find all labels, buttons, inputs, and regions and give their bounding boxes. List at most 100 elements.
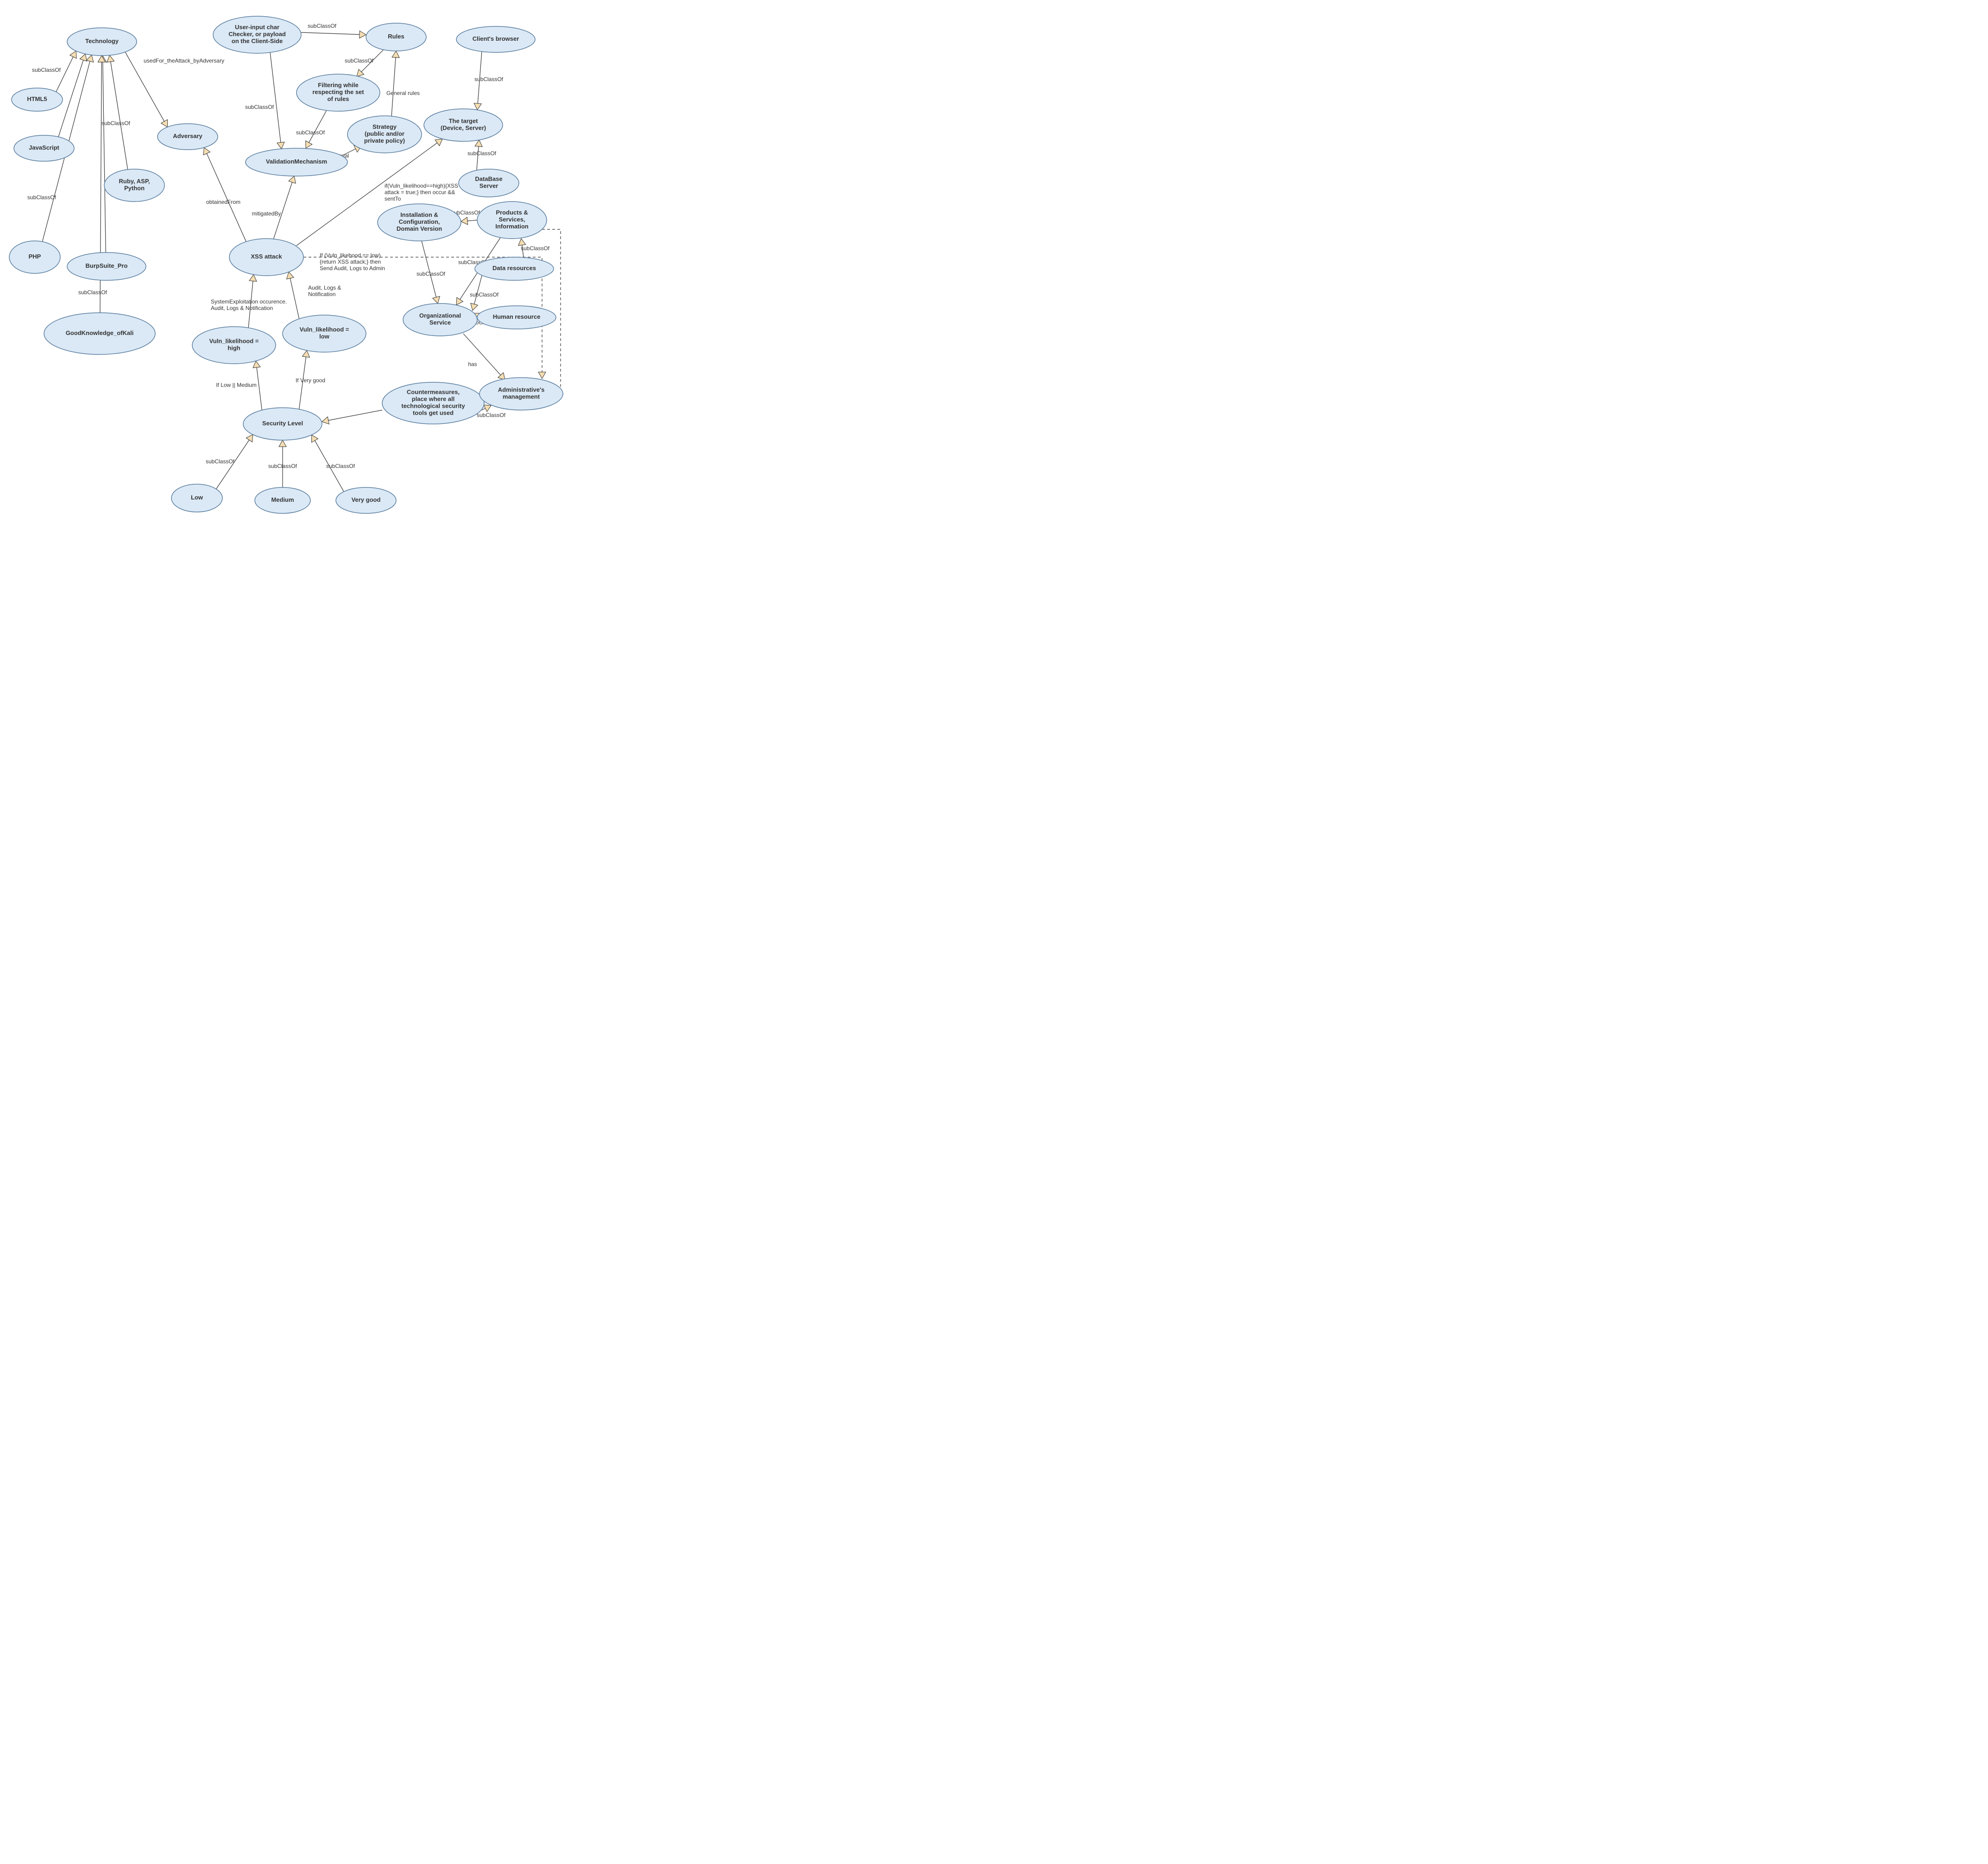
- node-label: Rules: [388, 33, 404, 40]
- edge-label: mitigatedBy: [252, 210, 281, 217]
- edge-label: subClassOf: [477, 412, 506, 418]
- node-php: PHP: [9, 241, 60, 273]
- arrowhead: [360, 31, 366, 38]
- node-verygood: Very good: [336, 487, 396, 513]
- node-javascript: JavaScript: [14, 135, 74, 161]
- node-installation: Installation &Configuration,Domain Versi…: [378, 204, 461, 241]
- arrowhead: [161, 120, 168, 127]
- edge-label: subClassOf: [32, 67, 61, 73]
- node-label: Administrative'smanagement: [498, 386, 545, 400]
- edge-label: subClassOf: [206, 458, 235, 465]
- node-products: Products &Services,Information: [477, 202, 547, 239]
- node-label: Products &Services,Information: [495, 209, 529, 230]
- edge-ruby-technology: [110, 55, 128, 170]
- edge-label: subClassOf: [245, 104, 274, 110]
- arrowhead: [471, 303, 478, 310]
- edge-xss-validation: [273, 176, 294, 240]
- edge-label: General rules: [386, 90, 420, 96]
- edge-xss-adversary: [204, 147, 246, 241]
- arrowhead: [461, 217, 468, 225]
- node-label: ValidationMechanism: [266, 158, 327, 165]
- arrowhead: [107, 55, 114, 62]
- node-label: Technology: [85, 38, 119, 44]
- arrowhead: [279, 440, 286, 447]
- node-seclevel: Security Level: [243, 408, 322, 440]
- node-filtering: Filtering whilerespecting the setof rule…: [297, 74, 380, 111]
- arrowhead: [312, 435, 318, 442]
- arrowhead: [306, 141, 312, 148]
- arrowhead: [80, 54, 87, 61]
- arrowhead: [435, 139, 442, 146]
- node-vulnlow: Vuln_likelihood =low: [283, 315, 366, 352]
- edge-label: subClassOf: [521, 245, 550, 252]
- arrowhead: [456, 297, 463, 305]
- node-label: Adversary: [173, 133, 202, 139]
- node-label: PHP: [29, 253, 41, 260]
- edge-label: has: [468, 361, 477, 367]
- nodes-layer: Technology HTML5 JavaScript PHP Ruby, ASP,Py…: [9, 16, 563, 513]
- edge-burpsuite-technology: [103, 56, 106, 253]
- edge-label: usedFor_theAttack_byAdversary: [144, 57, 224, 64]
- edge-label: subClassOf: [268, 463, 297, 469]
- arrowhead: [277, 142, 284, 149]
- node-label: Very good: [352, 496, 381, 503]
- edge-seclevel-vulnhigh: [256, 361, 262, 410]
- edge-label: subClassOf: [296, 129, 325, 136]
- node-label: Human resource: [493, 313, 541, 320]
- arrowhead: [474, 103, 481, 110]
- edge-label: subClassOf: [470, 291, 499, 298]
- arrowhead: [289, 176, 296, 183]
- edge-label: SystemExploitation occurence.Audit, Logs…: [211, 298, 287, 311]
- edge-label: Audit, Logs &Notification: [308, 284, 341, 297]
- edge-label: subClassOf: [467, 150, 497, 157]
- node-rules: Rules: [366, 23, 426, 51]
- node-kali: GoodKnowledge_ofKali: [44, 313, 155, 354]
- node-adversary: Adversary: [158, 124, 218, 150]
- arrowhead: [518, 239, 526, 246]
- ontology-diagram: subClassOf subClassOf subClassOf subClassOf…: [0, 0, 593, 556]
- edge-label: If Very good: [296, 377, 325, 384]
- arrowhead: [392, 51, 399, 58]
- node-vulnhigh: Vuln_likelihood =high: [192, 327, 276, 364]
- node-label: Data resources: [492, 265, 536, 272]
- node-label: XSS attack: [251, 253, 282, 260]
- node-technology: Technology: [67, 28, 137, 56]
- edge-label: subClassOf: [326, 463, 355, 469]
- edge-javascript-technology: [58, 54, 85, 137]
- node-countermeasures: Countermeasures,place where alltechnolog…: [382, 382, 484, 424]
- node-dbserver: DataBaseServer: [459, 169, 519, 197]
- edge-strategy-rules: [391, 51, 396, 117]
- node-low: Low: [171, 484, 222, 512]
- node-label: GoodKnowledge_ofKali: [66, 329, 134, 336]
- node-medium: Medium: [255, 487, 310, 513]
- arrowhead: [322, 417, 329, 424]
- node-ruby: Ruby, ASP,Python: [104, 169, 164, 202]
- arrowhead: [433, 296, 440, 303]
- node-validation: ValidationMechanism: [246, 148, 347, 176]
- node-label: HTML5: [27, 95, 47, 102]
- node-label: Low: [191, 494, 203, 501]
- edge-label: subClassOf: [101, 120, 131, 126]
- node-burpsuite: BurpSuite_Pro: [67, 253, 146, 280]
- node-xss: XSS attack: [229, 239, 303, 276]
- arrowhead: [249, 275, 257, 282]
- arrowhead: [287, 272, 294, 279]
- edge-label: subClassOf: [417, 271, 446, 277]
- node-html5: HTML5: [12, 88, 63, 111]
- edge-label: subClassOf: [345, 57, 374, 64]
- edge-label: subClassOf: [474, 76, 504, 82]
- edge-label: If Low || Medium: [216, 382, 257, 388]
- node-target: The target(Device, Server): [424, 109, 503, 141]
- edge-label: subClassOf: [27, 194, 57, 201]
- arrowhead: [246, 435, 252, 442]
- node-label: BurpSuite_Pro: [85, 262, 127, 269]
- edge-orgservice-adminmgmt: [463, 334, 505, 380]
- arrowhead: [86, 55, 93, 63]
- arrowhead: [538, 372, 546, 379]
- node-label: Installation &Configuration,Domain Versi…: [397, 211, 442, 232]
- edge-label: If (Vuln_likehood == low){return XSS att…: [320, 252, 385, 272]
- node-label: User-input charChecker, or payloadon the…: [228, 24, 286, 44]
- edge-label: obtainedFrom: [206, 199, 240, 205]
- node-adminmgmt: Administrative'smanagement: [480, 378, 563, 410]
- node-label: Client's browser: [473, 35, 519, 42]
